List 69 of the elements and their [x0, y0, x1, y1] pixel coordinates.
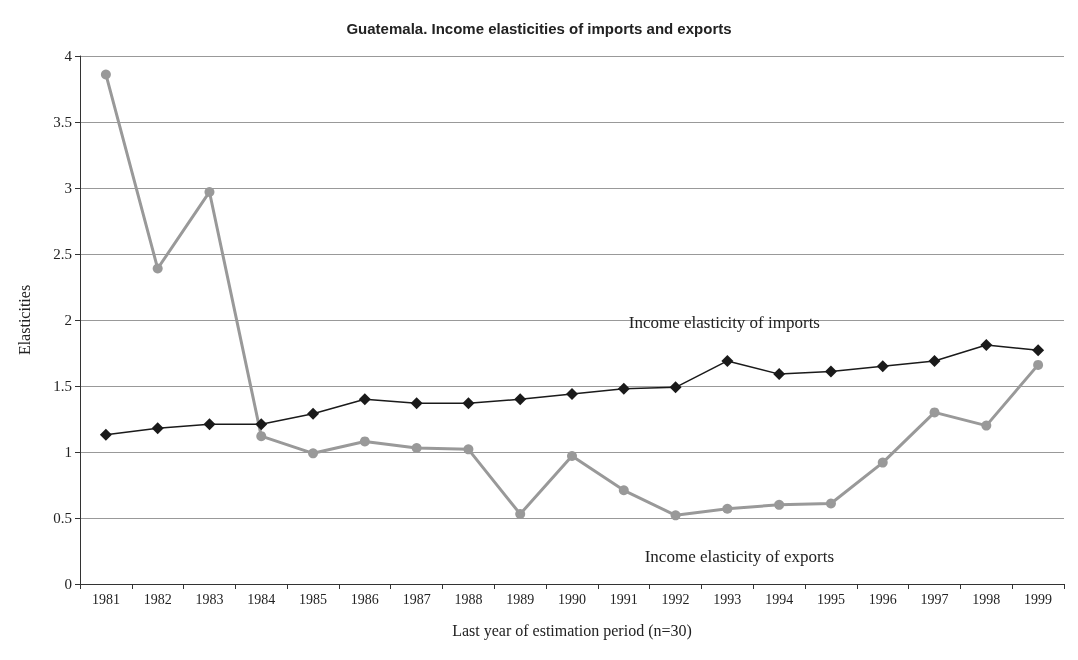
y-tick-label: 2 [64, 312, 72, 328]
point [567, 450, 577, 461]
point [774, 499, 785, 510]
point [514, 393, 527, 406]
series-label: Income elasticity of imports [628, 313, 820, 333]
y-tick-label: 4 [64, 48, 73, 64]
x-tick-label: 1994 [765, 591, 794, 607]
point [670, 510, 681, 521]
y-tick-label: 2.5 [53, 246, 72, 262]
point [1032, 344, 1045, 357]
point [980, 339, 993, 352]
point [463, 444, 474, 455]
x-tick-label: 1998 [972, 591, 1001, 607]
point [824, 365, 837, 378]
x-tick-label: 1981 [91, 591, 120, 607]
point [877, 457, 888, 468]
point [308, 448, 319, 459]
x-tick-label: 1989 [506, 591, 535, 607]
text: Income elasticity of exports [644, 547, 835, 567]
point [410, 397, 423, 410]
point [825, 498, 836, 509]
point [566, 387, 578, 400]
y-axis-title: Elasticities [15, 284, 33, 356]
point [462, 397, 475, 410]
x-tick-label: 1996 [868, 591, 897, 607]
point [307, 407, 320, 420]
x-tick-label: 1990 [558, 591, 586, 607]
x-tick-label: 1995 [816, 591, 845, 607]
point [204, 186, 215, 197]
y-tick-label: 3 [64, 180, 72, 196]
point [100, 69, 111, 80]
point [151, 422, 164, 435]
x-tick-label: 1984 [247, 591, 276, 607]
point [256, 431, 267, 442]
point [929, 407, 940, 418]
x-tick-label: 1992 [661, 591, 690, 607]
point [722, 503, 733, 514]
point [773, 368, 786, 381]
x-axis-title: Last year of estimation period (n=30) [452, 621, 692, 640]
x-tick-label: 1997 [920, 591, 949, 607]
point [618, 485, 629, 496]
y-tick-label: 0 [64, 576, 72, 592]
x-tick-label: 1999 [1024, 591, 1053, 607]
point [359, 436, 370, 447]
point [669, 381, 682, 394]
point [1033, 359, 1044, 370]
point [255, 418, 268, 431]
x-tick-label: 1993 [713, 591, 742, 607]
x-tick-label: 1991 [609, 591, 638, 607]
x-tick-label: 1987 [402, 591, 431, 607]
point [876, 360, 889, 373]
x-tick-label: 1985 [299, 591, 328, 607]
point [203, 418, 216, 431]
point [617, 382, 630, 395]
x-tick-label: 1982 [143, 591, 172, 607]
point [721, 354, 734, 367]
point [981, 420, 992, 431]
point [358, 393, 371, 406]
point [152, 263, 163, 274]
x-tick-label: 1988 [454, 591, 483, 607]
y-tick-label: 1.5 [53, 378, 72, 394]
chart-title: Guatemala. Income elasticities of imports and exports [346, 20, 732, 37]
x-tick-label: 1983 [195, 591, 224, 607]
y-tick-label: 0.5 [53, 510, 72, 526]
x-tick-label: 1986 [350, 591, 379, 607]
y-tick-label: 1 [64, 444, 72, 460]
y-tick-label: 3.5 [53, 114, 72, 130]
point [928, 354, 941, 367]
point [99, 428, 112, 441]
